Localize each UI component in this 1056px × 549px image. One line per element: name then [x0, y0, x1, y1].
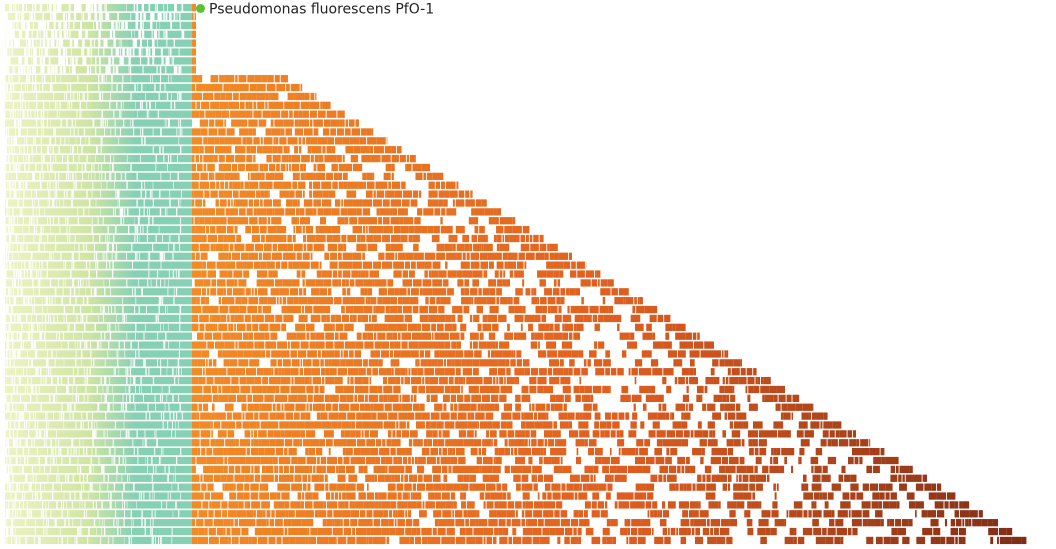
genome-row [5, 270, 601, 278]
genome-row [5, 92, 317, 101]
genome-row [5, 39, 196, 47]
genome-row [5, 83, 303, 92]
genome-row [5, 181, 459, 189]
genome-row [5, 323, 686, 331]
genome-row [5, 261, 587, 269]
genome-row [5, 172, 444, 180]
genome-rows [5, 4, 1027, 545]
genome-row [5, 199, 487, 207]
genome-row [5, 66, 196, 74]
genome-row [5, 448, 885, 456]
genome-row [5, 154, 416, 163]
genome-row [5, 128, 374, 136]
genome-row [5, 243, 558, 252]
genome-row [5, 483, 942, 491]
genome-row [5, 190, 473, 198]
genome-row [5, 394, 800, 402]
legend: Pseudomonas fluorescens PfO-1 [196, 2, 434, 18]
genome-row [5, 439, 871, 447]
genome-row [5, 75, 288, 83]
genome-row [5, 510, 984, 518]
genome-row [5, 217, 516, 225]
genome-row [5, 474, 927, 482]
genome-row [5, 4, 196, 12]
genome-row [5, 297, 643, 305]
genome-row [5, 163, 430, 172]
genome-row [5, 252, 572, 260]
genome-row [5, 527, 1013, 536]
genome-row [5, 430, 856, 438]
genome-row [5, 359, 742, 367]
genome-row [5, 368, 757, 376]
genome-row [5, 501, 970, 509]
genome-row [5, 226, 530, 234]
genome-row [5, 137, 388, 145]
genome-row [5, 341, 714, 349]
genome-row [5, 385, 785, 394]
genome-row [5, 288, 629, 296]
genome-row [5, 421, 842, 429]
genome-row [5, 536, 1027, 545]
genome-row [5, 208, 501, 216]
genome-row [5, 403, 814, 411]
genome-row [5, 314, 672, 323]
genome-row [5, 30, 196, 38]
genome-row [5, 57, 196, 65]
genome-row [5, 234, 544, 243]
legend-marker-icon [196, 4, 205, 13]
genome-row [5, 119, 359, 127]
genome-row [5, 110, 345, 118]
genome-row [5, 376, 771, 385]
genome-row [5, 279, 614, 287]
genome-row [5, 21, 196, 30]
genome-row [5, 492, 956, 500]
genome-row [5, 519, 998, 527]
genome-row [5, 465, 913, 474]
genome-row [5, 332, 700, 340]
genome-row [5, 456, 899, 465]
genome-row [5, 48, 196, 56]
genome-row [5, 146, 402, 154]
genome-row [5, 305, 658, 314]
genome-row [5, 412, 828, 420]
legend-label: Pseudomonas fluorescens PfO-1 [209, 2, 434, 18]
genome-row [5, 350, 729, 358]
genome-row [5, 12, 196, 21]
genome-row [5, 101, 331, 109]
